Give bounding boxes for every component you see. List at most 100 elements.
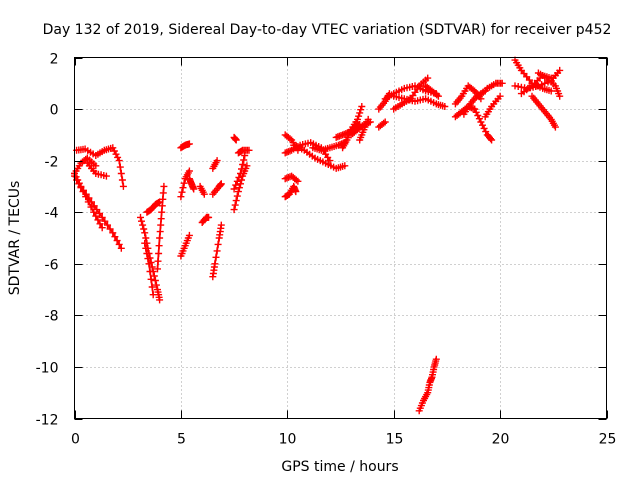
tick-marks <box>74 57 608 420</box>
series-arc-06 <box>137 213 164 304</box>
data-point-marker <box>156 228 164 236</box>
data-point-marker <box>145 260 153 268</box>
data-point-marker <box>180 179 188 187</box>
data-point-marker <box>150 272 158 280</box>
data-point-marker <box>238 165 245 173</box>
data-point-marker <box>358 103 366 110</box>
data-point-marker <box>380 119 388 127</box>
data-point-marker <box>234 188 242 196</box>
data-point-marker <box>177 193 185 201</box>
data-point-marker <box>155 242 163 250</box>
y-tick-label: -6 <box>45 258 59 274</box>
y-tick-label: -8 <box>45 309 59 325</box>
data-point-marker <box>239 161 247 168</box>
data-point-marker <box>92 162 100 170</box>
data-point-marker <box>110 147 118 155</box>
series-arc-44 <box>475 79 506 100</box>
series-arc-17 <box>209 180 225 198</box>
x-tick-label: 0 <box>71 432 80 448</box>
data-point-marker <box>212 253 220 261</box>
data-point-marker <box>381 118 389 126</box>
data-point-marker <box>87 203 95 211</box>
data-point-marker <box>101 217 109 225</box>
data-point-marker <box>154 265 161 273</box>
data-point-marker <box>232 181 240 189</box>
data-point-marker <box>479 121 486 129</box>
data-point-marker <box>119 182 127 190</box>
data-point-marker <box>104 221 111 229</box>
data-point-marker <box>200 190 208 198</box>
data-point-marker <box>144 255 152 263</box>
data-point-marker <box>159 195 167 203</box>
data-point-marker <box>342 130 350 138</box>
series-arc-50 <box>534 69 564 100</box>
x-tick-label: 15 <box>386 432 404 448</box>
data-point-marker <box>364 115 372 123</box>
data-point-marker <box>534 82 542 90</box>
data-point-marker <box>75 180 83 188</box>
data-point-marker <box>98 224 106 232</box>
data-point-marker <box>92 212 100 220</box>
series-arc-18 <box>209 157 221 172</box>
data-point-marker <box>179 184 187 192</box>
data-point-marker <box>233 192 241 200</box>
data-point-marker <box>292 188 300 196</box>
grid <box>74 57 607 419</box>
data-point-marker <box>441 103 449 110</box>
data-point-marker <box>139 221 147 229</box>
data-point-marker <box>159 189 167 197</box>
data-point-marker <box>156 296 164 304</box>
data-point-marker <box>230 185 238 193</box>
plot-frame <box>74 57 607 419</box>
series-arc-38 <box>422 82 442 100</box>
data-point-marker <box>185 140 193 148</box>
series-arc-39 <box>415 355 440 415</box>
data-point-marker <box>96 210 103 217</box>
series-arc-32 <box>356 115 372 144</box>
data-point-marker <box>217 221 225 229</box>
data-point-marker <box>117 244 125 252</box>
data-point-marker <box>547 87 555 95</box>
data-point-marker <box>178 188 186 196</box>
data-point-marker <box>152 281 160 289</box>
data-point-marker <box>102 172 110 180</box>
data-point-marker <box>109 229 117 237</box>
series-arc-21 <box>234 146 253 157</box>
series-arc-10 <box>177 231 193 260</box>
data-point-marker <box>148 283 156 291</box>
data-point-marker <box>424 74 432 82</box>
data-point-marker <box>112 150 120 158</box>
data-point-marker <box>474 112 482 119</box>
data-point-marker <box>154 257 162 265</box>
x-tick-label: 10 <box>279 432 297 448</box>
series-arc-04 <box>73 144 127 190</box>
data-point-marker <box>114 153 122 161</box>
data-series <box>71 56 564 415</box>
data-point-marker <box>151 277 159 284</box>
data-point-marker <box>213 247 221 255</box>
data-point-marker <box>117 170 125 177</box>
data-point-marker <box>141 229 149 237</box>
y-axis-label: SDTVAR / TECUs <box>7 181 23 296</box>
series-arc-24 <box>281 172 302 185</box>
data-point-marker <box>245 146 253 154</box>
x-tick-label: 25 <box>599 432 617 448</box>
series-arc-07 <box>141 239 157 299</box>
data-point-marker <box>354 115 361 123</box>
y-tick-label: -10 <box>36 361 59 377</box>
data-point-marker <box>147 275 155 283</box>
data-point-marker <box>355 112 363 120</box>
data-point-marker <box>79 188 87 196</box>
data-point-marker <box>138 217 145 225</box>
data-point-marker <box>231 201 239 209</box>
series-arc-11 <box>177 167 193 201</box>
series-arc-09 <box>154 182 168 273</box>
data-point-marker <box>235 184 243 192</box>
data-point-marker <box>185 231 193 239</box>
series-arc-12 <box>177 140 193 152</box>
data-point-marker <box>434 92 442 100</box>
data-point-marker <box>142 244 150 252</box>
data-point-marker <box>541 79 549 87</box>
series-arc-16 <box>209 221 225 281</box>
data-point-marker <box>240 156 248 164</box>
